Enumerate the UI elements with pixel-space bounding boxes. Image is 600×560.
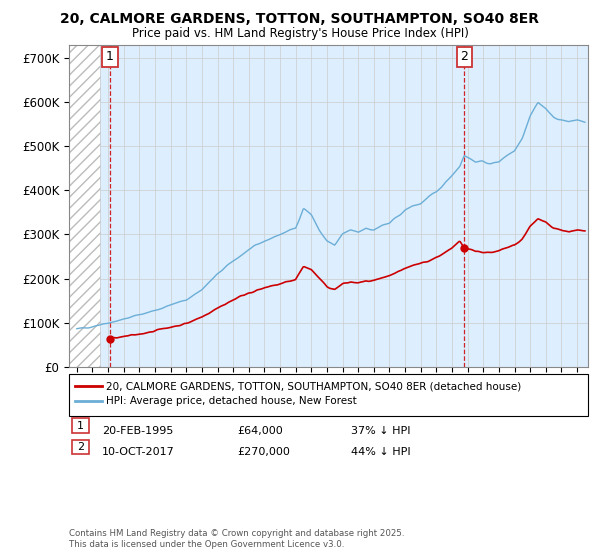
Text: Price paid vs. HM Land Registry's House Price Index (HPI): Price paid vs. HM Land Registry's House … — [131, 27, 469, 40]
Text: 37% ↓ HPI: 37% ↓ HPI — [351, 426, 410, 436]
Text: 10-OCT-2017: 10-OCT-2017 — [102, 447, 175, 457]
Text: 2: 2 — [460, 50, 468, 63]
Text: 2: 2 — [77, 442, 84, 452]
Text: £270,000: £270,000 — [237, 447, 290, 457]
Text: 1: 1 — [106, 50, 114, 63]
Text: HPI: Average price, detached house, New Forest: HPI: Average price, detached house, New … — [106, 396, 357, 406]
Bar — [69, 45, 100, 367]
Text: £64,000: £64,000 — [237, 426, 283, 436]
Text: 20, CALMORE GARDENS, TOTTON, SOUTHAMPTON, SO40 8ER (detached house): 20, CALMORE GARDENS, TOTTON, SOUTHAMPTON… — [106, 381, 521, 391]
Text: 20-FEB-1995: 20-FEB-1995 — [102, 426, 173, 436]
Text: 1: 1 — [77, 421, 84, 431]
Text: 20, CALMORE GARDENS, TOTTON, SOUTHAMPTON, SO40 8ER: 20, CALMORE GARDENS, TOTTON, SOUTHAMPTON… — [61, 12, 539, 26]
Text: Contains HM Land Registry data © Crown copyright and database right 2025.
This d: Contains HM Land Registry data © Crown c… — [69, 529, 404, 549]
Text: 44% ↓ HPI: 44% ↓ HPI — [351, 447, 410, 457]
